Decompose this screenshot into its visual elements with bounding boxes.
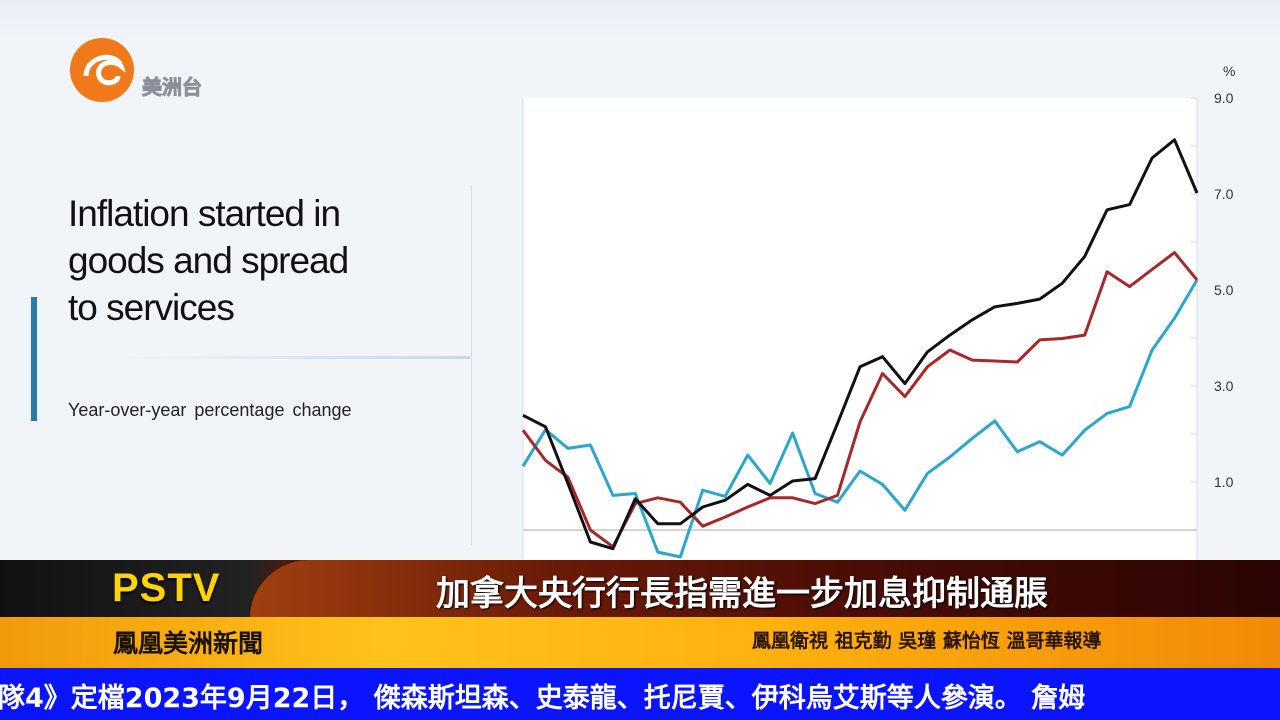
program-name: 鳳凰美洲新聞 <box>113 629 264 658</box>
news-headline: 加拿大央行行長指需進一步加息抑制通脹 <box>436 574 1048 614</box>
divider <box>471 185 472 545</box>
logo-text: 美洲台 <box>142 75 202 99</box>
news-ticker <box>0 668 1280 720</box>
y-tick-label: 3.0 <box>1214 378 1234 394</box>
title-line: Inflation started in <box>68 193 341 234</box>
y-tick-label: 5.0 <box>1214 282 1234 298</box>
brand-logo: PSTV <box>112 566 221 610</box>
y-tick-label: 7.0 <box>1214 186 1234 202</box>
slide-subtitle: Year-over-year percentage change <box>68 400 352 420</box>
divider <box>120 356 470 359</box>
y-tick-label: 9.0 <box>1214 90 1234 106</box>
slide-title: Inflation started in goods and spread to… <box>68 190 349 331</box>
ticker-text: 隊4》定檔2023年9月22日， 傑森斯坦森、史泰龍、托尼賈、伊科烏艾斯等人參演… <box>0 683 1086 714</box>
accent-bar <box>31 297 37 421</box>
y-tick-label: 1.0 <box>1214 474 1234 490</box>
channel-logo: 美洲台 <box>70 38 202 102</box>
y-axis-label: % <box>1223 63 1235 79</box>
banner-headline-bg <box>250 560 1280 618</box>
swirl-icon <box>70 38 134 102</box>
title-line: to services <box>68 287 235 328</box>
title-line: goods and spread <box>68 240 349 281</box>
plot-area <box>523 98 1197 568</box>
reporter-credit: 鳳凰衛視 祖克勤 吳瑾 蘇怡恆 溫哥華報導 <box>752 630 1102 652</box>
swirl-stroke <box>83 54 127 86</box>
banner-band <box>0 617 1280 668</box>
